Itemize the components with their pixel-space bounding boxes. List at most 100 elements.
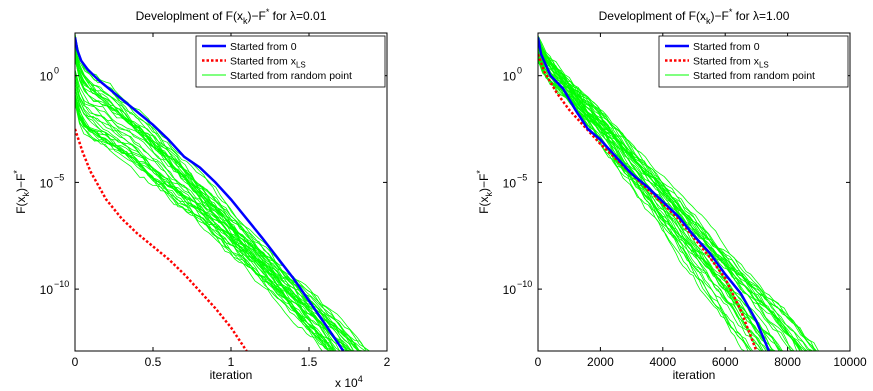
y-tick-base: 10 <box>503 176 517 190</box>
chart-title-sup: * <box>729 7 733 17</box>
y-tick-label: 10 <box>40 283 54 297</box>
chart-title-sub: k <box>706 16 711 26</box>
random-start-line <box>538 47 814 351</box>
random-start-line <box>538 57 781 351</box>
y-tick-exponent: −5 <box>54 172 64 182</box>
y-axis-label-sup: * <box>475 170 485 174</box>
y-tick-exponent: 0 <box>517 66 522 76</box>
chart-title: Developlment of F(xk)−F* for λ=1.00 <box>599 7 790 26</box>
x-tick-label: 0.5 <box>145 355 162 369</box>
random-start-line <box>538 54 809 351</box>
chart-title-part: for λ=0.01 <box>269 9 326 23</box>
random-start-line <box>538 59 815 351</box>
y-tick-exponent: 0 <box>54 66 59 76</box>
legend-label-part: Started from x <box>693 56 760 68</box>
x-tick-label: 6000 <box>712 355 739 369</box>
legend-label: Started from random point <box>693 70 815 82</box>
random-start-line <box>538 52 801 351</box>
y-tick-label: 10 <box>503 70 517 84</box>
y-tick-base: 10 <box>40 70 54 84</box>
legend-label-sub: LS <box>296 61 306 70</box>
y-axis-label-sub: k <box>21 192 31 197</box>
chart-title-sub: k <box>243 16 248 26</box>
legend-label: Started from 0 <box>230 41 297 53</box>
chart-title-part: for λ=1.00 <box>732 9 789 23</box>
y-axis-label-sup: * <box>12 170 22 174</box>
x-axis-label: iteration <box>673 368 716 382</box>
random-start-line <box>75 99 333 351</box>
legend-label: Started from 0 <box>693 41 760 53</box>
legend-label: Started from xLS <box>230 56 306 70</box>
legend-label: Started from xLS <box>693 56 769 70</box>
x-scale-label: x 104 <box>335 374 363 390</box>
random-start-line <box>75 100 370 351</box>
data-lines <box>538 35 819 351</box>
legend-label-part: Started from x <box>230 56 297 68</box>
x-tick-label: 10000 <box>833 355 867 369</box>
x-tick-label: 1 <box>228 355 235 369</box>
chart-title-part: )−F <box>247 9 265 23</box>
y-axis-label-group: F(xk)−F* <box>475 170 494 214</box>
random-start-line <box>75 42 367 351</box>
y-tick-base: 10 <box>503 283 517 297</box>
x-tick-label: 0 <box>535 355 542 369</box>
y-tick-label: 10 <box>503 283 517 297</box>
y-tick-exponent: −10 <box>517 279 532 289</box>
random-start-line <box>75 102 333 351</box>
x-tick-label: 4000 <box>649 355 676 369</box>
y-axis-label-part: F(x <box>14 197 28 214</box>
y-axis-label-part: )−F <box>14 174 28 192</box>
x-tick-label: 0 <box>72 355 79 369</box>
random-start-line <box>538 36 752 351</box>
zero-start-line <box>75 37 345 351</box>
random-start-line <box>75 102 335 351</box>
y-axis-label: F(xk)−F* <box>12 170 31 214</box>
y-tick-exponent: −5 <box>517 172 527 182</box>
random-start-line <box>538 35 783 351</box>
x-tick-label: 2000 <box>587 355 614 369</box>
random-start-line <box>75 51 349 351</box>
y-axis-label: F(xk)−F* <box>475 170 494 214</box>
chart-title: Developlment of F(xk)−F* for λ=0.01 <box>136 7 327 26</box>
x-axis-label: iteration <box>210 368 253 382</box>
y-tick-label: 10 <box>40 176 54 190</box>
x-tick-label: 1.5 <box>301 355 318 369</box>
y-axis-label-sub: k <box>484 192 494 197</box>
chart-title-sup: * <box>266 7 270 17</box>
y-tick-exponent: −10 <box>54 279 69 289</box>
y-tick-base: 10 <box>40 176 54 190</box>
x-tick-label: 2 <box>384 355 391 369</box>
zero-start-line <box>538 37 771 351</box>
legend-label: Started from random point <box>230 70 352 82</box>
legend-box <box>658 35 849 88</box>
axes-box <box>537 32 851 352</box>
random-start-line <box>75 48 330 351</box>
x-tick-label: 8000 <box>774 355 801 369</box>
x-scale-base: x 10 <box>335 376 358 390</box>
random-start-line <box>75 50 331 351</box>
y-axis-label-part: F(x <box>477 197 491 214</box>
y-tick-base: 10 <box>503 70 517 84</box>
random-start-line <box>75 71 370 351</box>
y-tick-base: 10 <box>40 283 54 297</box>
chart-title-part: Developlment of F(x <box>136 9 243 23</box>
legend-box <box>195 35 386 88</box>
random-start-line <box>75 86 339 351</box>
y-tick-label: 10 <box>40 70 54 84</box>
xls-start-line <box>75 128 248 351</box>
random-start-line <box>75 56 354 351</box>
data-lines <box>75 33 370 351</box>
legend-label-sub: LS <box>759 61 769 70</box>
y-axis-label-part: )−F <box>477 174 491 192</box>
chart-title-part: Developlment of F(x <box>599 9 706 23</box>
chart-title-part: )−F <box>710 9 728 23</box>
random-start-line <box>538 38 813 351</box>
y-axis-label-group: F(xk)−F* <box>12 170 31 214</box>
y-tick-label: 10 <box>503 176 517 190</box>
x-scale-exponent: 4 <box>358 374 363 384</box>
